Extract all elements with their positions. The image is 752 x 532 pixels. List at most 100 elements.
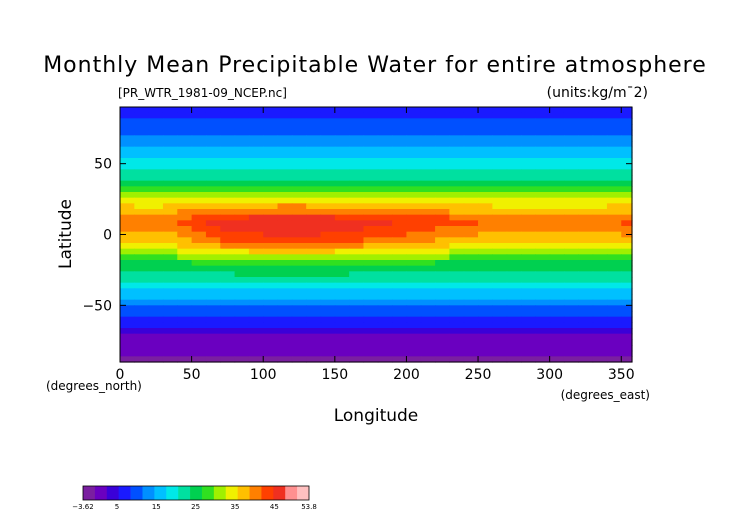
heatmap-cell — [205, 305, 221, 312]
heatmap-cell — [148, 254, 164, 261]
heatmap-cell — [578, 118, 594, 125]
heatmap-cell — [621, 294, 633, 301]
heatmap-cell — [306, 152, 322, 159]
heatmap-cell — [306, 311, 322, 318]
heatmap-cell — [320, 299, 336, 306]
heatmap-cell — [162, 345, 178, 352]
heatmap-cell — [478, 141, 493, 148]
heatmap-cell — [148, 243, 164, 250]
heatmap-cell — [263, 271, 279, 278]
heatmap-cell — [334, 260, 350, 267]
heatmap-cell — [606, 107, 622, 114]
heatmap-cell — [277, 169, 293, 176]
heatmap-cell — [621, 288, 633, 295]
heatmap-cell — [449, 186, 465, 193]
heatmap-cell — [291, 288, 307, 295]
heatmap-cell — [449, 141, 465, 148]
chart-title: Monthly Mean Precipitable Water for enti… — [43, 53, 707, 78]
heatmap-cell — [435, 345, 450, 352]
heatmap-cell — [177, 356, 193, 363]
heatmap-cell — [406, 254, 422, 261]
colorbar-swatch — [249, 486, 262, 500]
heatmap-cell — [549, 220, 565, 227]
heatmap-cell — [220, 231, 236, 238]
heatmap-cell — [492, 345, 508, 352]
heatmap-cell — [392, 271, 408, 278]
heatmap-cell — [592, 277, 608, 284]
heatmap-cell — [549, 350, 565, 357]
heatmap-cell — [377, 186, 393, 193]
heatmap-cell — [535, 226, 551, 233]
heatmap-cell — [162, 197, 178, 204]
colorbar-swatch — [154, 486, 167, 500]
heatmap-cell — [306, 141, 322, 148]
heatmap-cell — [177, 141, 193, 148]
heatmap-cell — [463, 192, 479, 199]
heatmap-cell — [263, 158, 279, 165]
heatmap-cell — [320, 277, 336, 284]
heatmap-cell — [248, 305, 264, 312]
heatmap-cell — [463, 158, 479, 165]
heatmap-cell — [435, 112, 450, 119]
heatmap-cell — [205, 299, 221, 306]
heatmap-cell — [277, 112, 293, 119]
heatmap-cell — [435, 294, 450, 301]
heatmap-cell — [420, 152, 436, 159]
heatmap-cell — [191, 192, 207, 199]
heatmap-cell — [191, 163, 207, 170]
heatmap-cell — [592, 316, 608, 323]
y-tick-label: −50 — [82, 298, 112, 314]
heatmap-cell — [420, 328, 436, 335]
heatmap-cell — [263, 305, 279, 312]
heatmap-cell — [592, 124, 608, 131]
heatmap-cell — [162, 322, 178, 329]
heatmap-cell — [220, 350, 236, 357]
heatmap-cell — [377, 141, 393, 148]
heatmap-cell — [535, 345, 551, 352]
heatmap-cell — [162, 237, 178, 244]
heatmap-cell — [306, 146, 322, 153]
heatmap-cell — [549, 248, 565, 255]
heatmap-cell — [148, 158, 164, 165]
heatmap-cell — [277, 254, 293, 261]
heatmap-cell — [220, 288, 236, 295]
heatmap-cell — [406, 237, 422, 244]
heatmap-cell — [134, 254, 150, 261]
heatmap-cell — [306, 356, 322, 363]
heatmap-cell — [306, 265, 322, 272]
heatmap-cell — [535, 146, 551, 153]
heatmap-cell — [463, 107, 479, 114]
heatmap-cell — [148, 180, 164, 187]
heatmap-cell — [220, 107, 236, 114]
heatmap-cell — [248, 163, 264, 170]
heatmap-cell — [478, 265, 493, 272]
heatmap-cell — [291, 158, 307, 165]
heatmap-cell — [406, 209, 422, 216]
heatmap-cell — [277, 175, 293, 182]
heatmap-cell — [463, 288, 479, 295]
heatmap-cell — [234, 175, 250, 182]
heatmap-cell — [248, 350, 264, 357]
heatmap-cell — [592, 226, 608, 233]
heatmap-cell — [220, 333, 236, 340]
heatmap-cell — [120, 152, 135, 159]
heatmap-cell — [578, 135, 594, 142]
heatmap-cell — [349, 192, 365, 199]
heatmap-cell — [449, 339, 465, 346]
heatmap-cell — [521, 322, 536, 329]
heatmap-cell — [205, 152, 221, 159]
heatmap-cell — [120, 345, 135, 352]
heatmap-cell — [406, 322, 422, 329]
heatmap-cell — [291, 254, 307, 261]
heatmap-cell — [549, 231, 565, 238]
heatmap-cell — [162, 203, 178, 210]
heatmap-cell — [535, 294, 551, 301]
heatmap-cell — [377, 243, 393, 250]
heatmap-cell — [563, 350, 579, 357]
heatmap-cell — [148, 124, 164, 131]
heatmap-cell — [277, 277, 293, 284]
heatmap-cell — [191, 124, 207, 131]
heatmap-cell — [320, 282, 336, 289]
heatmap-cell — [506, 277, 522, 284]
heatmap-cell — [263, 192, 279, 199]
